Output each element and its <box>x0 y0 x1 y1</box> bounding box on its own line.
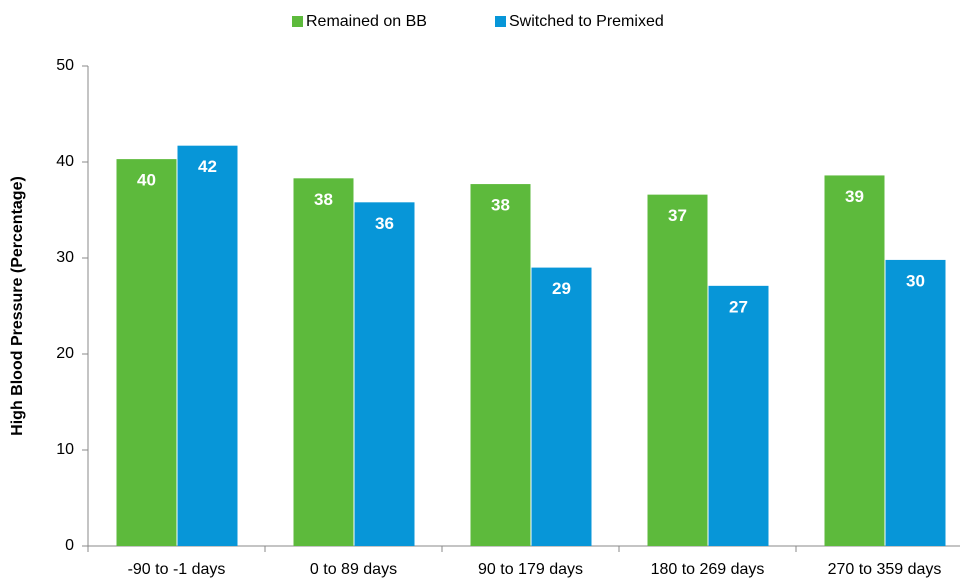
value-label: 37 <box>668 206 687 225</box>
value-label: 39 <box>845 187 864 206</box>
y-tick-label: 10 <box>56 441 74 458</box>
bar <box>354 202 415 546</box>
value-label: 38 <box>491 196 510 215</box>
bar <box>885 259 946 546</box>
y-tick-label: 50 <box>56 57 74 74</box>
value-label: 40 <box>137 171 156 190</box>
x-tick-label: -90 to -1 days <box>128 561 226 578</box>
bar <box>647 194 708 546</box>
value-label: 42 <box>198 157 217 176</box>
value-label: 29 <box>552 279 571 298</box>
y-tick-label: 30 <box>56 249 74 266</box>
y-tick-label: 40 <box>56 153 74 170</box>
y-axis-label: High Blood Pressure (Percentage) <box>9 176 26 436</box>
bar <box>708 285 769 546</box>
bar <box>824 175 885 546</box>
x-tick-label: 180 to 269 days <box>651 561 765 578</box>
legend-swatch <box>292 16 303 27</box>
legend-label: Switched to Premixed <box>509 13 664 30</box>
value-label: 38 <box>314 190 333 209</box>
bar <box>177 145 238 546</box>
value-label: 30 <box>906 271 925 290</box>
bar <box>293 178 354 546</box>
y-tick-label: 0 <box>65 537 74 554</box>
x-tick-label: 0 to 89 days <box>310 561 397 578</box>
y-tick-label: 20 <box>56 345 74 362</box>
bar <box>531 267 592 546</box>
bar <box>470 184 531 546</box>
value-label: 27 <box>729 297 748 316</box>
bar <box>116 159 177 546</box>
x-tick-label: 90 to 179 days <box>478 561 583 578</box>
legend-swatch <box>495 16 506 27</box>
x-tick-label: 270 to 359 days <box>828 561 942 578</box>
value-label: 36 <box>375 214 394 233</box>
legend-label: Remained on BB <box>306 13 427 30</box>
